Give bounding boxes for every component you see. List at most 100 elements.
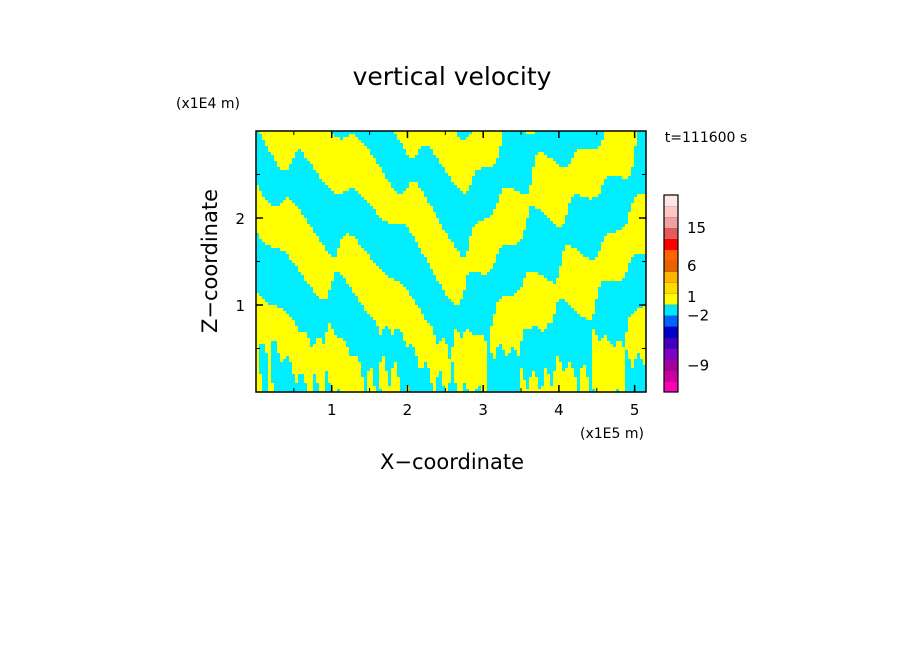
colorbar-label: 15 bbox=[687, 219, 706, 237]
field-cell-updraft bbox=[625, 344, 646, 347]
field-cell-updraft bbox=[409, 182, 418, 185]
field-cell-updraft bbox=[379, 386, 400, 389]
field-cell-updraft bbox=[376, 320, 427, 323]
field-cell-updraft bbox=[529, 383, 538, 386]
field-cell-updraft bbox=[559, 272, 625, 275]
field-cell-updraft bbox=[574, 155, 634, 158]
field-cell-updraft bbox=[466, 383, 487, 386]
x-tick-label: 2 bbox=[403, 401, 413, 419]
field-cell-updraft bbox=[415, 236, 448, 239]
field-cell-updraft bbox=[556, 359, 559, 362]
field-cell-updraft bbox=[622, 176, 628, 179]
field-cell-updraft bbox=[502, 296, 598, 299]
field-cell-updraft bbox=[304, 374, 313, 377]
field-cell-updraft bbox=[328, 326, 331, 329]
field-cell-updraft bbox=[268, 356, 271, 359]
field-cell-updraft bbox=[430, 266, 493, 269]
colorbar-segment bbox=[664, 227, 678, 240]
field-cell-updraft bbox=[367, 374, 373, 377]
field-cell-updraft bbox=[625, 224, 646, 227]
field-cell-updraft bbox=[466, 329, 469, 332]
field-cell-updraft bbox=[367, 389, 376, 392]
field-cell-updraft bbox=[640, 356, 646, 359]
field-cell-updraft bbox=[523, 278, 547, 281]
field-cell-updraft bbox=[571, 161, 634, 164]
field-cell-updraft bbox=[331, 386, 364, 389]
field-cell-updraft bbox=[256, 305, 277, 308]
field-cell-updraft bbox=[379, 326, 385, 329]
field-cell-updraft bbox=[427, 362, 451, 365]
field-cell-updraft bbox=[502, 347, 511, 350]
field-cell-updraft bbox=[256, 386, 262, 389]
field-cell-updraft bbox=[580, 194, 598, 197]
field-cell-updraft bbox=[616, 341, 622, 344]
field-cell-updraft bbox=[490, 338, 523, 341]
field-cell-updraft bbox=[439, 161, 496, 164]
field-cell-updraft bbox=[319, 296, 328, 299]
field-cell-updraft bbox=[451, 353, 487, 356]
field-cell-updraft bbox=[472, 230, 523, 233]
field-cell-updraft bbox=[520, 374, 523, 377]
field-cell-updraft bbox=[325, 332, 334, 335]
field-cell-updraft bbox=[628, 353, 637, 356]
field-cell-updraft bbox=[304, 275, 334, 278]
field-cell-updraft bbox=[526, 131, 535, 134]
field-cell-updraft bbox=[445, 293, 463, 296]
field-cell-updraft bbox=[313, 167, 382, 170]
field-cell-updraft bbox=[520, 380, 526, 383]
field-cell-updraft bbox=[379, 365, 385, 368]
field-cell-updraft bbox=[256, 206, 298, 209]
field-cell-updraft bbox=[592, 347, 646, 350]
field-cell-updraft bbox=[298, 266, 379, 269]
field-cell-updraft bbox=[532, 179, 604, 182]
field-cell-updraft bbox=[490, 344, 499, 347]
field-cell-updraft bbox=[406, 224, 442, 227]
field-cell-updraft bbox=[268, 353, 271, 356]
field-cell-updraft bbox=[568, 365, 571, 368]
field-cell-updraft bbox=[328, 371, 361, 374]
field-cell-updraft bbox=[280, 353, 349, 356]
field-cell-updraft bbox=[442, 380, 451, 383]
field-cell-updraft bbox=[493, 323, 547, 326]
field-cell-updraft bbox=[643, 305, 646, 308]
field-cell-updraft bbox=[289, 359, 358, 362]
field-cell-updraft bbox=[313, 344, 346, 347]
field-cell-updraft bbox=[469, 236, 523, 239]
field-cell-updraft bbox=[430, 368, 451, 371]
field-cell-updraft bbox=[421, 248, 457, 251]
field-cell-updraft bbox=[439, 281, 466, 284]
field-cell-updraft bbox=[529, 377, 538, 380]
field-cell-updraft bbox=[430, 377, 436, 380]
field-cell-updraft bbox=[415, 239, 451, 242]
field-cell-updraft bbox=[604, 137, 637, 140]
field-cell-updraft bbox=[403, 338, 436, 341]
field-cell-updraft bbox=[559, 269, 628, 272]
field-cell-updraft bbox=[268, 149, 298, 152]
field-cell-updraft bbox=[454, 302, 460, 305]
field-cell-updraft bbox=[433, 389, 436, 392]
field-cell-updraft bbox=[457, 383, 463, 386]
field-cell-updraft bbox=[256, 341, 271, 344]
field-cell-updraft bbox=[388, 326, 433, 329]
y-tick-label: 2 bbox=[235, 210, 245, 228]
field-cell-updraft bbox=[628, 326, 646, 329]
field-cell-updraft bbox=[580, 314, 592, 317]
field-cell-updraft bbox=[454, 380, 487, 383]
field-cell-updraft bbox=[595, 257, 631, 260]
field-cell-updraft bbox=[334, 191, 343, 194]
field-cell-updraft bbox=[268, 371, 271, 374]
colorbar-label: 1 bbox=[687, 288, 697, 306]
field-cell-updraft bbox=[307, 386, 313, 389]
field-cell-updraft bbox=[376, 323, 430, 326]
field-cell-updraft bbox=[571, 158, 634, 161]
field-cell-updraft bbox=[625, 335, 646, 338]
field-cell-updraft bbox=[517, 350, 520, 353]
field-cell-updraft bbox=[529, 191, 601, 194]
field-cell-updraft bbox=[592, 374, 625, 377]
field-cell-updraft bbox=[277, 161, 292, 164]
field-cell-updraft bbox=[580, 386, 589, 389]
field-cell-updraft bbox=[430, 263, 493, 266]
field-cell-updraft bbox=[379, 215, 436, 218]
field-cell-updraft bbox=[259, 236, 319, 239]
field-cell-updraft bbox=[379, 377, 388, 380]
